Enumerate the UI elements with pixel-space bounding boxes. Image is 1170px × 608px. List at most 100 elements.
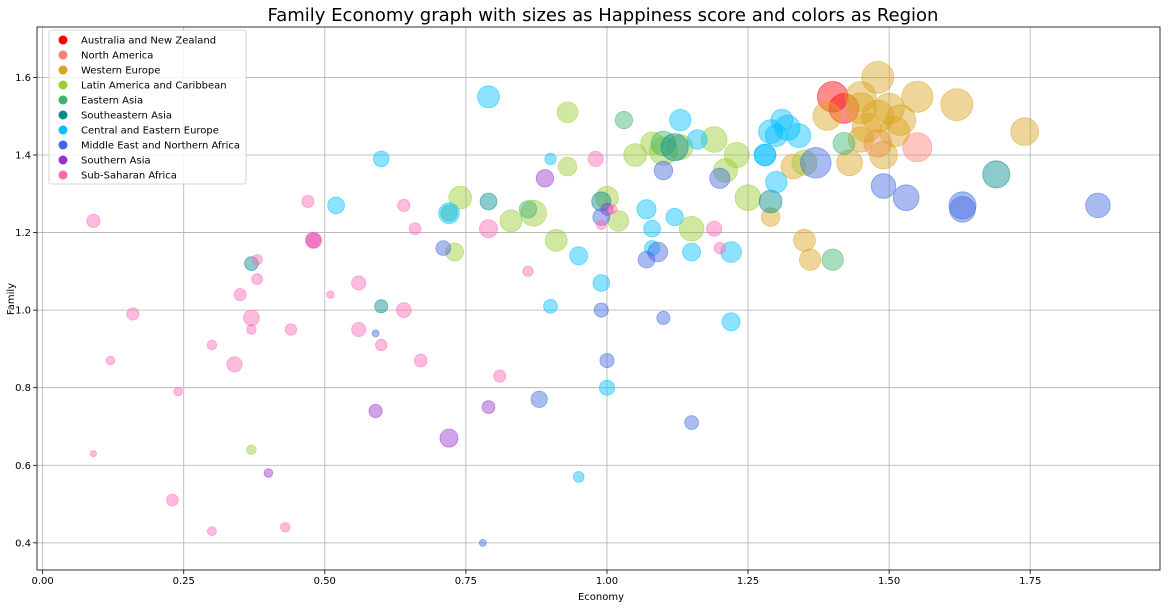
legend-label: North America	[81, 51, 153, 62]
legend-label: Middle East and Northern Africa	[81, 141, 240, 152]
data-point	[892, 184, 920, 212]
data-point	[770, 108, 794, 132]
data-point	[351, 321, 367, 337]
data-point	[800, 147, 832, 179]
data-point	[233, 288, 247, 302]
data-point	[307, 234, 320, 247]
data-point	[397, 198, 411, 212]
legend-label: Sub-Saharan Africa	[81, 171, 177, 182]
data-point	[569, 246, 589, 266]
data-point	[518, 200, 538, 219]
data-point	[884, 104, 917, 136]
data-point	[844, 92, 877, 125]
data-point	[244, 256, 259, 271]
data-point	[535, 169, 555, 188]
data-point	[647, 241, 669, 263]
data-point	[326, 290, 335, 299]
legend-label: Latin America and Caribbean	[81, 81, 227, 92]
data-point	[395, 302, 412, 318]
data-point	[832, 131, 856, 155]
data-point	[700, 126, 728, 153]
data-point	[734, 184, 762, 212]
legend-label: Central and Eastern Europe	[81, 126, 219, 137]
data-point	[653, 160, 674, 181]
legend-box	[48, 29, 247, 185]
data-point	[251, 273, 263, 285]
data-point	[828, 93, 860, 124]
data-point	[665, 208, 684, 227]
data-point	[439, 428, 459, 448]
data-point	[1010, 117, 1039, 146]
legend: Australia and New Zealand North America We…	[48, 29, 247, 185]
legend-marker	[58, 50, 68, 60]
data-point	[713, 242, 726, 255]
data-point	[499, 209, 523, 233]
data-point	[798, 248, 822, 271]
data-point	[206, 526, 217, 537]
data-point	[173, 386, 183, 397]
data-point	[678, 215, 705, 242]
data-point	[435, 240, 452, 256]
data-point	[870, 173, 897, 199]
legend-marker	[58, 170, 68, 180]
data-point	[105, 355, 116, 366]
data-point	[284, 323, 297, 336]
x-tick-label: 1.50	[878, 576, 900, 587]
data-point	[706, 220, 723, 237]
data-point	[596, 219, 607, 231]
data-point	[592, 274, 611, 292]
data-points	[86, 61, 1111, 547]
y-tick-label: 1.0	[15, 306, 31, 317]
data-point	[845, 81, 877, 113]
data-point	[477, 85, 500, 109]
legend-marker	[58, 65, 68, 75]
legend-marker	[58, 95, 68, 105]
data-point	[600, 202, 614, 216]
data-point	[599, 379, 616, 396]
data-point	[448, 185, 473, 210]
data-point	[479, 219, 498, 239]
data-point	[206, 339, 218, 351]
data-point	[656, 310, 671, 325]
data-point	[246, 324, 257, 335]
legend-marker	[58, 35, 68, 45]
y-axis-label: Family	[6, 283, 17, 315]
data-point	[1085, 192, 1111, 219]
chart-title: Family Economy graph with sizes as Happi…	[268, 5, 939, 26]
data-point	[479, 192, 498, 211]
data-point	[374, 299, 389, 314]
data-point	[587, 150, 604, 167]
data-point	[709, 167, 731, 189]
data-point	[812, 101, 842, 131]
y-tick-label: 0.8	[15, 383, 31, 394]
data-point	[544, 228, 568, 252]
data-point	[721, 312, 741, 332]
data-point	[780, 153, 806, 180]
y-tick-label: 1.2	[15, 228, 31, 239]
data-point	[948, 191, 977, 220]
data-point	[530, 390, 548, 408]
x-tick-label: 1.25	[737, 576, 759, 587]
data-point	[861, 61, 895, 94]
y-tick-label: 0.4	[15, 538, 31, 549]
plot-frame	[36, 26, 1161, 571]
data-point	[758, 189, 783, 214]
y-tick-label: 0.6	[15, 461, 31, 472]
legend-marker	[58, 80, 68, 90]
data-point	[86, 213, 101, 228]
data-point	[243, 309, 260, 327]
data-point	[760, 207, 781, 227]
data-point	[166, 493, 179, 507]
data-point	[372, 150, 390, 168]
data-point	[648, 136, 679, 166]
data-point	[636, 199, 657, 220]
data-point	[869, 140, 898, 170]
data-point	[375, 338, 388, 352]
legend-marker	[58, 125, 68, 135]
data-point	[445, 242, 465, 262]
data-point	[607, 210, 630, 232]
legend-marker	[58, 140, 68, 150]
data-point	[478, 539, 487, 547]
data-point	[413, 353, 428, 368]
